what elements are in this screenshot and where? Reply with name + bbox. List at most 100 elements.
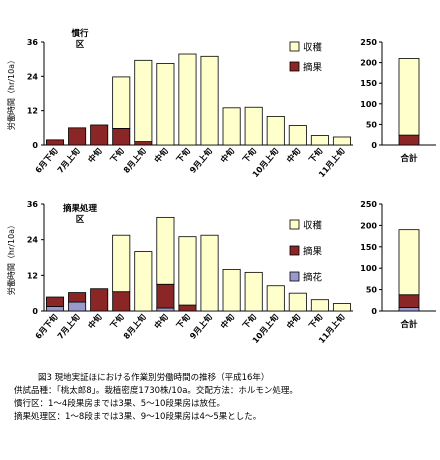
bar-摘花-中旬 (156, 307, 175, 312)
x-tick-label: 下旬 (306, 312, 324, 331)
bar-収穫-中旬 (222, 268, 241, 312)
y-axis-label: 労働時間（hr/10a） (6, 221, 16, 295)
x-tick-label: 8月上旬 (121, 146, 148, 175)
bar-収穫-下旬 (112, 76, 131, 129)
legend-label-摘花: 摘花 (303, 272, 323, 284)
total-y-tick-label: 250 (360, 38, 377, 47)
x-tick-label: 9月上旬 (187, 312, 214, 341)
legend-label-摘果: 摘果 (303, 62, 323, 74)
panel-label: 区 (76, 215, 85, 225)
bar-摘果-8月上旬 (134, 141, 153, 146)
x-tick-label: 中旬 (284, 146, 302, 165)
total-category-label: 合計 (399, 319, 418, 330)
legend-swatch-収穫 (289, 41, 300, 52)
total-bar-摘果 (398, 134, 420, 146)
total-y-tick-label: 200 (360, 221, 377, 230)
bar-摘果-中旬 (90, 124, 109, 146)
x-tick-label: 下旬 (240, 312, 258, 331)
bar-収穫-10月上旬 (266, 115, 285, 146)
bar-収穫-中旬 (288, 125, 307, 146)
bar-収穫-下旬 (178, 236, 197, 306)
caption-line-control: 慣行区：1～4段果房までは3果、5～10段果房は放任。 (14, 399, 225, 409)
legend-swatch-摘果 (289, 245, 300, 256)
bar-摘果-下旬 (178, 304, 197, 312)
bar-摘果-7月上旬 (68, 127, 87, 146)
x-tick-label: 下旬 (174, 146, 192, 165)
panel-label: 慣行 (70, 28, 89, 39)
panel-label: 区 (76, 40, 85, 50)
y-tick-label: 12 (27, 107, 38, 116)
x-tick-label: 下旬 (108, 312, 126, 331)
total-y-tick-label: 50 (366, 286, 378, 295)
bar-収穫-11月上旬 (332, 303, 351, 312)
bar-収穫-中旬 (288, 292, 307, 312)
caption-line-thinning: 摘果処理区：1～8段までは3果、9～10段果房は4～5果とした。 (14, 412, 262, 422)
bar-収穫-下旬 (310, 135, 329, 146)
x-tick-label: 8月上旬 (121, 312, 148, 341)
total-bar-摘花 (398, 307, 420, 312)
total-y-tick-label: 100 (360, 100, 377, 109)
x-tick-label: 中旬 (218, 312, 236, 331)
x-tick-label: 9月上旬 (187, 146, 214, 175)
bar-摘果-下旬 (112, 291, 131, 312)
panel-label: 摘果処理 (63, 203, 98, 214)
total-bar-収穫 (398, 58, 420, 136)
x-tick-label: 中旬 (152, 312, 170, 331)
bar-収穫-8月上旬 (134, 59, 153, 142)
total-y-tick-label: 200 (360, 59, 377, 68)
bar-収穫-下旬 (178, 53, 197, 146)
bar-摘果-6月下旬 (46, 139, 65, 146)
legend-swatch-摘果 (289, 61, 300, 72)
figure-caption: 図3 現地実証ほにおける作業別労働時間の推移（平成16年） 供試品種：「桃太郎8… (14, 372, 434, 424)
x-tick-label: 中旬 (284, 312, 302, 331)
bar-収穫-9月上旬 (200, 55, 219, 146)
bar-収穫-中旬 (156, 63, 175, 146)
x-tick-label: 下旬 (240, 146, 258, 165)
bar-収穫-9月上旬 (200, 234, 219, 312)
bar-収穫-中旬 (156, 216, 175, 285)
y-tick-label: 36 (27, 200, 39, 209)
total-y-tick-label: 150 (360, 79, 377, 88)
bar-収穫-下旬 (310, 299, 329, 312)
bar-収穫-8月上旬 (134, 251, 153, 312)
caption-title: 図3 現地実証ほにおける作業別労働時間の推移（平成16年） (38, 373, 270, 383)
bar-摘果-7月上旬 (68, 292, 87, 303)
legend-label-収穫: 収穫 (303, 42, 323, 54)
total-y-tick-label: 50 (366, 120, 378, 129)
x-tick-label: 中旬 (86, 146, 104, 165)
x-tick-label: 中旬 (86, 312, 104, 331)
total-bar-摘果 (398, 294, 420, 308)
bar-摘果-中旬 (156, 283, 175, 309)
y-tick-label: 0 (32, 307, 38, 316)
bar-摘果-下旬 (112, 128, 131, 146)
bar-収穫-中旬 (222, 107, 241, 146)
caption-line-variety: 供試品種：「桃太郎8」。栽植密度1730株/10a。交配方法：ホルモン処理。 (14, 386, 298, 396)
bar-収穫-10月上旬 (266, 285, 285, 312)
bar-収穫-下旬 (244, 271, 263, 312)
bar-摘果-中旬 (90, 288, 109, 312)
y-axis-label: 労働時間（hr/10a） (6, 56, 16, 130)
x-tick-label: 下旬 (174, 312, 192, 331)
y-tick-label: 36 (27, 38, 39, 47)
x-tick-label: 6月下旬 (33, 146, 60, 175)
y-tick-label: 12 (27, 271, 38, 280)
bar-摘花-7月上旬 (68, 301, 87, 312)
x-tick-label: 下旬 (306, 146, 324, 165)
x-tick-label: 7月上旬 (55, 312, 82, 341)
x-tick-label: 6月下旬 (33, 312, 60, 341)
y-tick-label: 24 (27, 236, 39, 245)
total-bar-収穫 (398, 229, 420, 296)
bar-収穫-下旬 (244, 106, 263, 146)
total-y-tick-label: 0 (371, 141, 377, 150)
total-y-tick-label: 250 (360, 200, 377, 209)
bar-摘果-6月下旬 (46, 296, 65, 307)
x-tick-label: 下旬 (108, 146, 126, 165)
legend-swatch-収穫 (289, 219, 300, 230)
bar-収穫-下旬 (112, 234, 131, 293)
bar-収穫-11月上旬 (332, 136, 351, 146)
x-tick-label: 7月上旬 (55, 146, 82, 175)
y-tick-label: 24 (27, 72, 39, 81)
total-y-tick-label: 100 (360, 264, 377, 273)
